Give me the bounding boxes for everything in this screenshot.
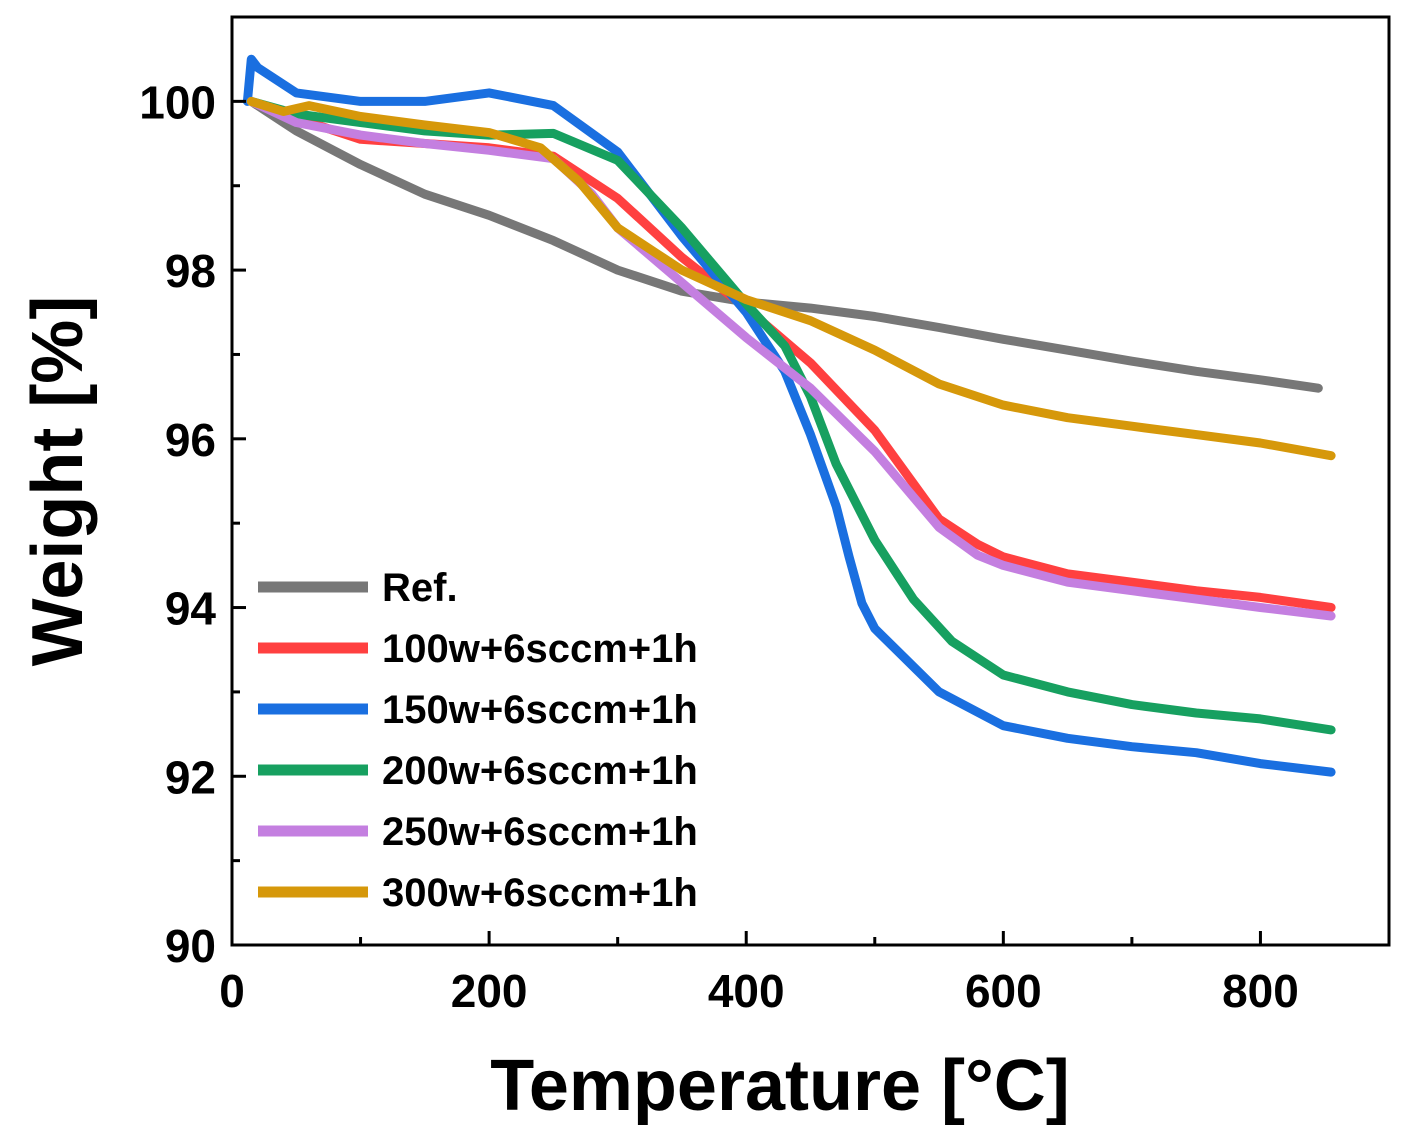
y-tick-label: 100 xyxy=(139,76,216,128)
legend-label-3: 150w+6sccm+1h xyxy=(382,688,698,732)
legend-label-2: 100w+6sccm+1h xyxy=(382,627,698,671)
legend: Ref. 100w+6sccm+1h 150w+6sccm+1h 200w+6sccm… xyxy=(258,566,698,915)
x-tick-label: 600 xyxy=(965,965,1042,1017)
x-tick-label: 0 xyxy=(219,965,245,1017)
x-tick-label: 200 xyxy=(451,965,528,1017)
legend-label-1: Ref. xyxy=(382,566,458,610)
y-tick-label: 98 xyxy=(165,245,216,297)
x-axis-title: Temperature [°C] xyxy=(490,1046,1070,1126)
y-tick-label: 94 xyxy=(165,583,217,635)
series-line-3 xyxy=(242,54,1336,777)
series-line-4 xyxy=(246,96,1336,735)
y-tick-label: 92 xyxy=(165,751,216,803)
legend-label-4: 200w+6sccm+1h xyxy=(382,749,698,793)
y-tick-label: 96 xyxy=(165,414,216,466)
x-tick-label: 800 xyxy=(1222,965,1299,1017)
series-line-1 xyxy=(246,96,1323,393)
series-line-5 xyxy=(246,96,1336,621)
series-layer xyxy=(242,54,1336,777)
legend-label-6: 300w+6sccm+1h xyxy=(382,871,698,915)
legend-label-5: 250w+6sccm+1h xyxy=(382,810,698,854)
y-axis-title: Weight [%] xyxy=(18,296,98,667)
x-tick-label: 400 xyxy=(708,965,785,1017)
series-line-6 xyxy=(246,96,1336,461)
y-tick-label: 90 xyxy=(165,920,216,972)
tick-layer: 0 200 400 600 800 90 92 94 96 98 100 xyxy=(139,76,1299,1017)
plot-frame xyxy=(230,15,1391,947)
